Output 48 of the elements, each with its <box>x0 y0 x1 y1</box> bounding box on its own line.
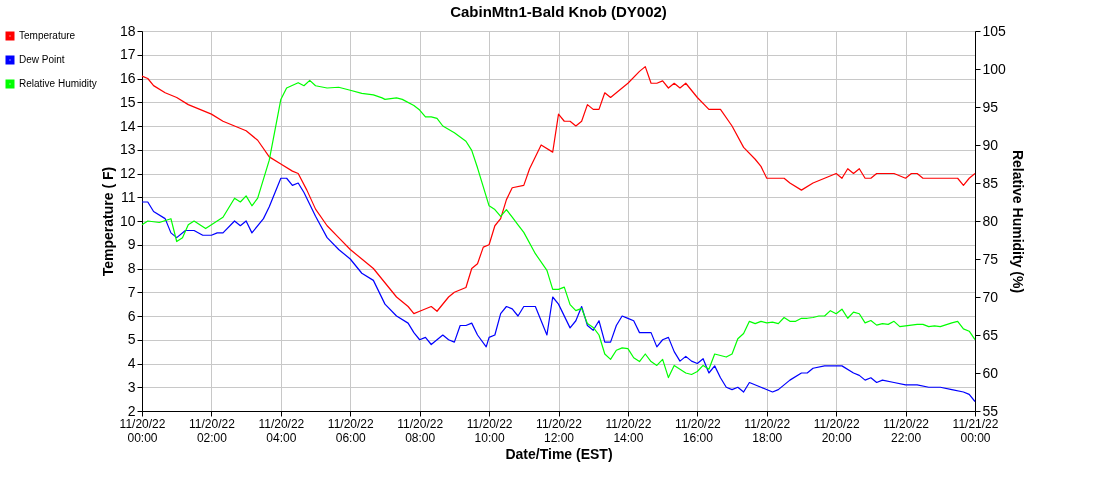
y-tick-label: 10 <box>119 212 136 229</box>
legend-label: Dew Point <box>19 54 65 65</box>
y-tick-label: 9 <box>127 236 136 253</box>
x-tick-label: 11/20/22 14:00 <box>605 416 652 445</box>
x-tick-label: 11/20/22 04:00 <box>258 416 305 445</box>
y2-tick-label: 85 <box>982 174 999 191</box>
y-tick-label: 18 <box>119 22 136 39</box>
y2-tick-label: 80 <box>982 212 999 229</box>
y-tick-label: 16 <box>119 70 136 86</box>
x-tick-label: 11/20/22 06:00 <box>327 416 374 445</box>
x-tick-label: 11/20/22 20:00 <box>813 416 860 445</box>
y-tick-label: 6 <box>127 307 136 324</box>
x-tick-label: 11/20/22 08:00 <box>397 416 444 445</box>
x-tick-label: 11/20/22 00:00 <box>119 416 166 445</box>
y2-axis-title: Relative Humidity (%) <box>1009 149 1026 294</box>
y-tick-label: 14 <box>119 117 136 134</box>
y2-tick-label: 60 <box>982 364 999 381</box>
y2-tick-label: 90 <box>982 136 999 153</box>
y-axis-title: Temperature ( F) <box>99 166 116 277</box>
x-tick-label: 11/20/22 10:00 <box>466 416 513 445</box>
y2-tick-label: 100 <box>982 60 1007 77</box>
y-tick-label: 5 <box>127 331 136 348</box>
x-tick-label: 11/20/22 12:00 <box>536 416 583 445</box>
x-tick-label: 11/20/22 22:00 <box>883 416 930 445</box>
y2-tick-label: 95 <box>982 98 999 115</box>
legend-label: Temperature <box>19 30 76 41</box>
x-tick-label: 11/20/22 16:00 <box>674 416 722 445</box>
y-tick-label: 8 <box>127 260 136 276</box>
y-tick-label: 15 <box>119 93 136 110</box>
y2-tick-label: 65 <box>982 326 999 343</box>
y-tick-label: 11 <box>120 188 136 205</box>
x-tick-label: 11/20/22 02:00 <box>189 416 236 445</box>
legend-label: Relative Humidity <box>19 78 97 89</box>
chart-title: CabinMtn1-Bald Knob (DY002) <box>450 3 667 20</box>
y-tick-label: 3 <box>127 378 136 395</box>
y-tick-label: 2 <box>127 402 136 419</box>
y2-tick-label: 105 <box>982 22 1007 39</box>
x-axis-title: Date/Time (EST) <box>505 445 613 462</box>
x-tick-label: 11/20/22 18:00 <box>744 416 791 445</box>
y2-tick-label: 55 <box>982 402 999 419</box>
y-tick-label: 13 <box>119 141 136 158</box>
x-tick-label: 11/21/22 00:00 <box>952 416 999 445</box>
y2-tick-label: 70 <box>982 288 999 305</box>
y-tick-label: 7 <box>127 283 136 300</box>
y2-tick-label: 75 <box>982 250 999 267</box>
y-tick-label: 17 <box>119 46 136 63</box>
y-tick-label: 12 <box>119 165 136 181</box>
y-tick-label: 4 <box>127 355 136 371</box>
